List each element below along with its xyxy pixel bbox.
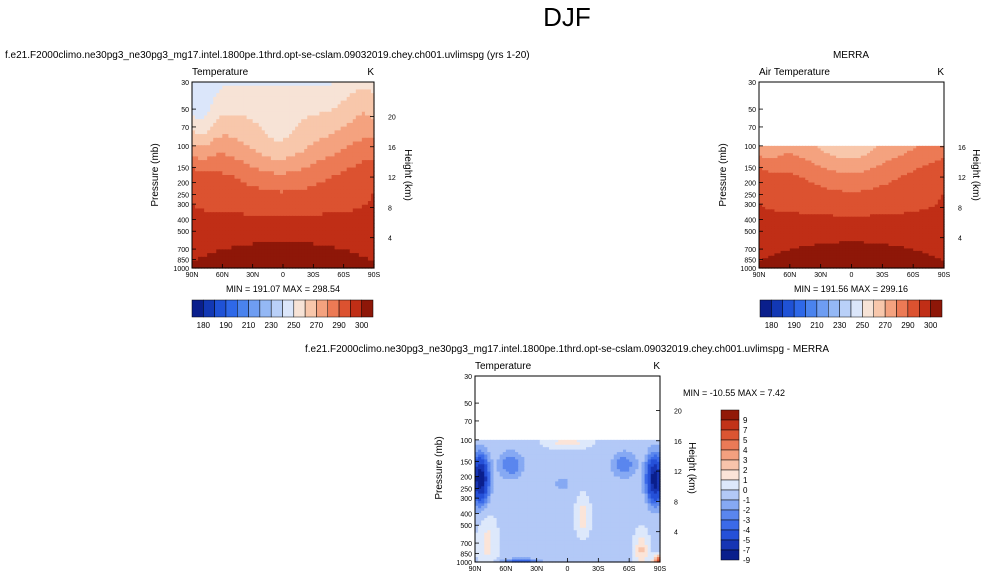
model-colorbar-box	[226, 300, 237, 317]
model-ytick-label: 70	[181, 125, 189, 132]
model-ytick-label: 850	[177, 257, 189, 264]
model-colorbar-label: 180	[197, 321, 211, 330]
model-xtick-label: 60S	[337, 272, 350, 279]
model-colorbar-box	[362, 300, 373, 317]
model-colorbar-box	[305, 300, 316, 317]
model-ytick-label: 200	[177, 181, 189, 188]
diff-title: f.e21.F2000climo.ne30pg3_ne30pg3_mg17.in…	[305, 344, 829, 355]
model-plot: 3050701001502002503004005007008501000481…	[173, 80, 395, 279]
model-colorbar-box	[215, 300, 226, 317]
diff-y2label: Height (km)	[686, 442, 697, 494]
model-y2tick-label: 20	[388, 114, 396, 121]
merra-right-label: K	[937, 67, 944, 78]
model-ytick-label: 150	[177, 165, 189, 172]
merra-y2label: Height (km)	[970, 149, 981, 201]
page-title: DJF	[543, 2, 591, 32]
model-colorbar-label: 270	[310, 321, 324, 330]
model-colorbar-label: 190	[219, 321, 233, 330]
model-colorbar-box	[237, 300, 248, 317]
model-ytick-label: 700	[177, 247, 189, 254]
model-colorbar-box	[249, 300, 260, 317]
model-colorbar-box	[283, 300, 294, 317]
model-colorbar-box	[316, 300, 327, 317]
model-left-label: Temperature	[192, 67, 249, 78]
model-colorbar-box	[339, 300, 350, 317]
diff-left-label: Temperature	[475, 361, 532, 372]
model-ytick-label: 100	[177, 144, 189, 151]
diff-minmax: MIN = -10.55 MAX = 7.42	[683, 388, 785, 398]
model-xtick-label: 90S	[368, 272, 381, 279]
model-right-label: K	[367, 67, 374, 78]
model-ytick-label: 250	[177, 192, 189, 199]
model-xtick-label: 30N	[246, 272, 259, 279]
model-ytick-label: 500	[177, 229, 189, 236]
model-ytick-label: 50	[181, 107, 189, 114]
model-colorbar-label: 210	[242, 321, 256, 330]
model-colorbar-box	[350, 300, 361, 317]
model-ytick-label: 30	[181, 80, 189, 87]
model-colorbar-label: 290	[332, 321, 346, 330]
model-ytick-label: 400	[177, 217, 189, 224]
model-colorbar-box	[294, 300, 305, 317]
merra-ylabel: Pressure (mb)	[718, 143, 729, 206]
model-colorbar-label: 300	[355, 321, 369, 330]
model-colorbar-box	[271, 300, 282, 317]
obs-plot: 3050701001502002503004005007008501000481…	[740, 80, 965, 279]
model-y2label: Height (km)	[402, 149, 413, 201]
model-title: f.e21.F2000climo.ne30pg3_ne30pg3_mg17.in…	[5, 50, 530, 61]
model-xtick-label: 0	[281, 272, 285, 279]
model-colorbar: 180 190 210 230 250 270 290 300	[192, 300, 373, 330]
merra-minmax: MIN = 191.56 MAX = 299.16	[794, 284, 908, 294]
model-ylabel: Pressure (mb)	[150, 143, 161, 206]
model-minmax: MIN = 191.07 MAX = 298.54	[226, 284, 340, 294]
model-y2tick-label: 8	[388, 205, 392, 212]
model-y2tick-label: 12	[388, 175, 396, 182]
model-y2tick-label: 4	[388, 236, 392, 243]
diff-ylabel: Pressure (mb)	[434, 436, 445, 499]
model-colorbar-label: 230	[265, 321, 279, 330]
model-xtick-label: 90N	[186, 272, 199, 279]
model-colorbar-box	[192, 300, 203, 317]
model-colorbar-box	[328, 300, 339, 317]
model-xtick-label: 30S	[307, 272, 320, 279]
model-y2tick-label: 16	[388, 145, 396, 152]
model-colorbar-box	[260, 300, 271, 317]
model-colorbar-label: 250	[287, 321, 301, 330]
merra-title: MERRA	[833, 50, 869, 61]
model-colorbar-box	[203, 300, 214, 317]
diff-right-label: K	[653, 361, 660, 372]
merra-left-label: Air Temperature	[759, 67, 830, 78]
model-xtick-label: 60N	[216, 272, 229, 279]
model-ytick-label: 300	[177, 202, 189, 209]
